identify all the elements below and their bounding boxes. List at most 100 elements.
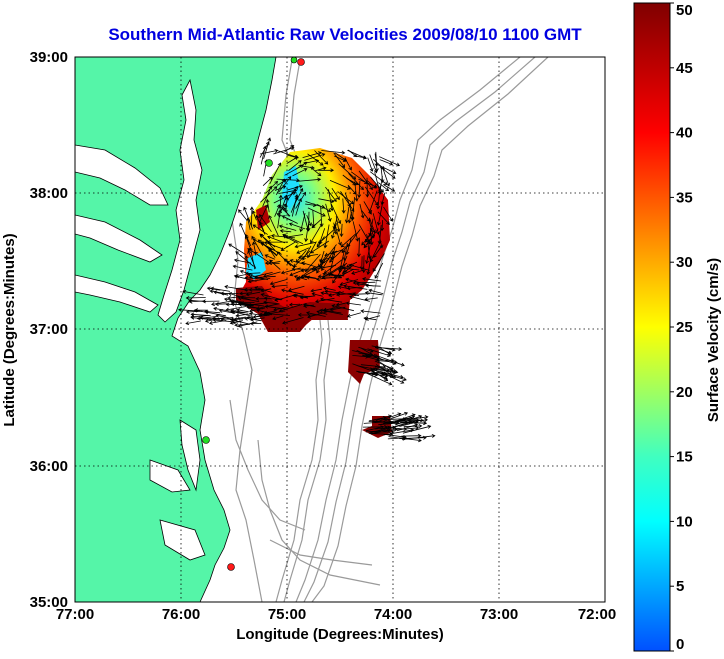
colorbar-label: Surface Velocity (cm/s) (705, 258, 722, 422)
velocity-arrow (240, 295, 256, 300)
colorbar (633, 2, 671, 652)
velocity-arrow (362, 354, 381, 360)
velocity-arrow (282, 235, 299, 244)
velocity-arrow (206, 286, 221, 291)
velocity-arrow (271, 284, 288, 289)
velocity-arrow (369, 221, 376, 239)
velocity-arrow (282, 317, 304, 325)
velocity-arrow (392, 418, 420, 423)
velocity-arrow (286, 185, 298, 201)
velocity-arrow (378, 231, 384, 249)
velocity-arrow (366, 255, 372, 275)
velocity-arrow (255, 296, 268, 301)
velocity-arrow (319, 308, 343, 315)
velocity-arrow (265, 180, 279, 194)
velocity-arrow (380, 371, 405, 384)
velocity-arrow (361, 210, 371, 222)
velocity-arrow (199, 315, 220, 320)
velocity-arrow (268, 260, 281, 265)
velocity-arrow (248, 247, 256, 270)
velocity-arrow (323, 224, 330, 249)
velocity-arrow (304, 254, 321, 273)
velocity-arrow (340, 255, 348, 270)
velocity-arrow (244, 254, 250, 268)
site-marker-red (297, 58, 305, 66)
chesapeake-bay (75, 78, 206, 561)
velocity-arrow (306, 311, 326, 317)
colorbar-tick-label: 10 (676, 513, 693, 530)
velocity-arrow (333, 222, 338, 235)
velocity-arrow (311, 219, 322, 229)
velocity-arrow (359, 256, 364, 271)
x-axis-label: Longitude (Degrees:Minutes) (236, 626, 444, 643)
velocity-arrow (249, 317, 262, 322)
velocity-arrow (281, 288, 304, 295)
velocity-arrow (342, 266, 360, 271)
velocity-arrow (318, 228, 326, 246)
velocity-arrow (262, 176, 273, 186)
y-tick-label: 37:00 (30, 321, 68, 338)
velocity-arrow (274, 295, 294, 302)
velocity-arrow (351, 269, 364, 275)
velocity-arrow (336, 291, 360, 297)
velocity-arrow (236, 308, 249, 313)
velocity-arrow (330, 204, 342, 225)
velocity-arrow (251, 210, 257, 221)
colorbar-tick-label: 50 (676, 2, 693, 19)
velocity-arrow (340, 233, 357, 248)
velocity-arrow (318, 256, 335, 263)
colorbar-tick-label: 45 (676, 60, 693, 77)
velocity-arrow (377, 224, 382, 245)
velocity-arrow (363, 316, 377, 321)
velocity-arrow (243, 287, 261, 292)
velocity-arrow (267, 235, 286, 244)
velocity-arrow (398, 437, 422, 443)
velocity-arrow (232, 310, 253, 317)
velocity-arrow (331, 187, 340, 201)
velocity-arrow (235, 251, 254, 267)
velocity-arrow (215, 313, 231, 319)
velocity-arrow (215, 302, 229, 307)
velocity-arrow (252, 224, 268, 235)
velocity-arrow (211, 300, 232, 307)
velocity-arrow (218, 309, 234, 314)
velocity-arrow (314, 150, 329, 165)
velocity-arrow (344, 206, 350, 224)
velocity-arrow (292, 168, 308, 177)
velocity-arrow (230, 316, 246, 322)
velocity-arrow (378, 182, 390, 192)
velocity-arrow (335, 216, 341, 233)
velocity-arrow (297, 312, 318, 317)
velocity-arrow (276, 251, 292, 267)
velocity-arrow (260, 148, 279, 155)
velocity-arrow (295, 198, 303, 216)
velocity-arrow (365, 244, 371, 265)
velocity-arrow (235, 274, 247, 278)
velocity-arrow (367, 157, 374, 172)
velocity-arrow (329, 180, 351, 190)
velocity-arrow (246, 305, 264, 310)
velocity-arrow (315, 166, 327, 172)
velocity-arrow (358, 224, 370, 244)
velocity-arrow (290, 195, 299, 213)
velocity-arrow (233, 274, 257, 282)
velocity-arrow (360, 309, 381, 314)
velocity-arrow (358, 170, 373, 191)
velocity-arrow (182, 289, 204, 296)
velocity-arrow (263, 300, 280, 305)
velocity-arrow (251, 241, 257, 254)
velocity-arrow (368, 288, 384, 295)
velocity-arrow (286, 184, 303, 191)
colorbar-tick-label: 30 (676, 254, 693, 271)
velocity-arrow (289, 268, 306, 277)
velocity-arrow (379, 156, 400, 167)
y-axis-ticks: 39:00 38:00 37:00 36:00 35:00 (30, 49, 68, 611)
velocity-arrow (243, 206, 254, 230)
velocity-arrow (288, 222, 306, 230)
velocity-arrow (356, 237, 361, 258)
velocity-arrow (269, 162, 282, 185)
velocity-arrow (325, 203, 332, 222)
velocity-arrow (295, 161, 308, 170)
velocity-arrow (278, 224, 297, 231)
velocity-arrow (324, 250, 338, 257)
